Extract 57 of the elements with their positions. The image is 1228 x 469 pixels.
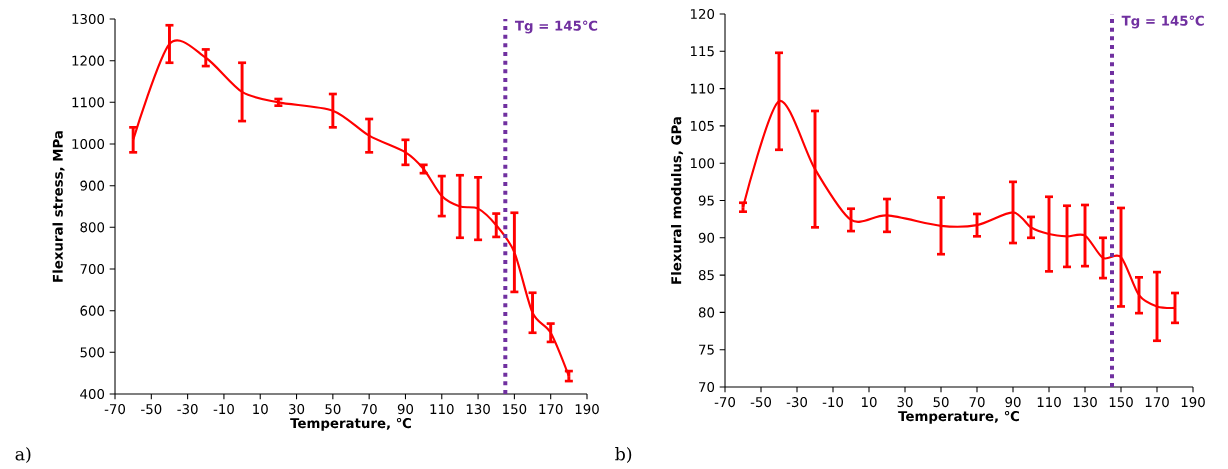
y-tick-label: 600 (80, 305, 105, 316)
text: a) (15, 447, 31, 463)
y-tick-label: 1000 (72, 138, 105, 150)
y-tick-label: 75 (699, 344, 714, 355)
text: b) (615, 447, 632, 463)
x-tick-label: -30 (786, 397, 808, 408)
y-tick-label: 800 (80, 222, 105, 233)
x-tick-label: -10 (213, 404, 234, 415)
x-tick-label: 190 (575, 404, 599, 415)
y-tick-label: 1100 (72, 97, 105, 108)
x-tick-label: 10 (861, 397, 877, 408)
x-tick-label: 70 (361, 404, 377, 415)
y-tick-label: 90 (698, 232, 715, 243)
y-tick-label: 110 (690, 83, 715, 94)
y-axis-title: Flexural stress, MPa (52, 131, 65, 282)
y-tick-label: 700 (80, 263, 105, 275)
y-tick-label: 115 (690, 46, 714, 57)
x-tick-label: 30 (289, 404, 305, 415)
x-axis-title: Temperature, ℃ (898, 410, 1020, 424)
x-tick-label: 30 (897, 397, 913, 408)
x-axis-title: Temperature, ℃ (290, 417, 412, 431)
x-tick-label: 130 (466, 404, 490, 415)
x-tick-label: -70 (104, 404, 126, 415)
x-tick-label: 190 (1181, 397, 1205, 408)
y-tick-label: 500 (80, 347, 105, 358)
ref-line-label: Tg = 145℃ (514, 20, 598, 34)
y-tick-label: 85 (698, 270, 714, 281)
y-tick-label: 105 (690, 120, 714, 131)
y-tick-label: 900 (80, 180, 105, 191)
y-tick-label: 100 (690, 158, 715, 169)
y-tick-label: 1200 (72, 55, 105, 66)
x-tick-label: 150 (503, 404, 527, 415)
x-tick-label: -50 (750, 397, 772, 408)
ref-line-label: Tg = 145℃ (1121, 15, 1204, 29)
x-tick-label: -30 (177, 404, 198, 415)
y-tick-label: 120 (690, 8, 715, 20)
x-tick-label: 10 (253, 404, 268, 415)
x-tick-label: -70 (714, 397, 736, 408)
y-tick-label: 400 (80, 388, 105, 400)
y-axis-title: Flexural modulus, GPa (670, 117, 684, 284)
y-tick-label: 70 (699, 381, 715, 393)
x-tick-label: 130 (1073, 397, 1097, 408)
x-tick-label: 150 (1109, 397, 1133, 408)
x-tick-label: 110 (1037, 397, 1061, 408)
x-tick-label: 70 (969, 397, 985, 408)
y-tick-label: 80 (698, 307, 715, 318)
x-tick-label: 170 (539, 404, 563, 415)
x-tick-label: 90 (1005, 397, 1021, 408)
x-tick-label: 90 (397, 404, 414, 415)
x-tick-label: 50 (933, 397, 949, 408)
y-tick-label: 1300 (72, 13, 105, 25)
x-tick-label: 110 (430, 404, 454, 415)
x-tick-label: 50 (325, 404, 341, 415)
x-tick-label: -50 (141, 404, 162, 415)
x-tick-label: 170 (1145, 397, 1169, 408)
y-tick-label: 95 (698, 195, 714, 206)
x-tick-label: -10 (822, 397, 844, 408)
